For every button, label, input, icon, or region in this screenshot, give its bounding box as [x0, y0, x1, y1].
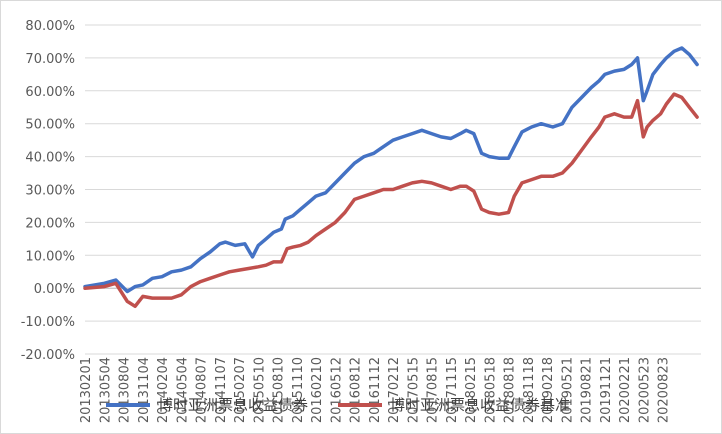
x-tick-label: 20200823 [657, 357, 672, 423]
x-tick-label: 20151110 [291, 357, 306, 423]
x-tick-label: 20130504 [98, 357, 113, 423]
y-tick-label: 40.00% [25, 151, 75, 166]
y-tick-label: 0.00% [34, 282, 75, 297]
x-tick-label: 20180518 [483, 357, 498, 423]
y-tick-label: -10.00% [21, 315, 75, 330]
x-tick-label: 20190821 [580, 357, 595, 423]
y-tick-label: 20.00% [25, 216, 75, 231]
x-tick-label: 20181118 [522, 357, 537, 423]
x-tick-label: 20180818 [503, 357, 518, 423]
x-tick-label: 20180215 [464, 357, 479, 423]
x-tick-label: 20131104 [137, 357, 152, 423]
x-tick-label: 20161112 [368, 357, 383, 423]
y-axis-tick-labels: -20.00% -10.00% 0.00% 10.00% 20.00% 30.00% 40.… [21, 19, 75, 363]
x-tick-label: 20150510 [252, 357, 267, 423]
series-line-2 [83, 92, 699, 309]
x-tick-label: 20170212 [387, 357, 402, 423]
x-tick-label: 20130804 [118, 357, 133, 423]
x-tick-label: 20200523 [637, 357, 652, 423]
y-tick-label: 60.00% [25, 85, 75, 100]
x-tick-label: 20170515 [406, 357, 421, 423]
x-tick-label: 20140204 [156, 357, 171, 423]
x-tick-label: 20200221 [618, 357, 633, 423]
x-tick-label: 20160210 [310, 357, 325, 423]
x-tick-label: 20170815 [426, 357, 441, 423]
x-tick-label: 20130201 [79, 357, 94, 423]
y-tick-label: 30.00% [25, 184, 75, 199]
x-tick-label: 20171115 [445, 357, 460, 423]
x-tick-label: 20140504 [175, 357, 190, 423]
x-tick-label: 20160812 [349, 357, 364, 423]
legend-label-series-2: 博时亚洲票息收益债券基准 [390, 396, 570, 414]
x-tick-label: 20160512 [329, 357, 344, 423]
y-tick-label: 80.00% [25, 19, 75, 34]
x-tick-label: 20140807 [195, 357, 210, 423]
x-tick-label: 20190521 [560, 357, 575, 423]
y-tick-label: 50.00% [25, 118, 75, 133]
x-tick-label: 20150810 [272, 357, 287, 423]
y-tick-label: 70.00% [25, 52, 75, 67]
legend-label-series-1: 博时亚洲票息收益债券 [158, 396, 308, 414]
x-tick-label: 20141107 [214, 357, 229, 423]
legend: 博时亚洲票息收益债券 博时亚洲票息收益债券基准 [106, 396, 570, 414]
y-tick-label: -20.00% [21, 348, 75, 363]
y-tick-label: 10.00% [25, 249, 75, 264]
x-tick-label: 20190218 [541, 357, 556, 423]
series-lines [83, 46, 699, 309]
x-tick-label: 20150207 [233, 357, 248, 423]
x-axis-tick-labels: 20130201 20130504 20130804 20131104 20140204… [79, 357, 672, 423]
x-tick-label: 20191121 [599, 357, 614, 423]
series-line-1 [83, 46, 699, 294]
